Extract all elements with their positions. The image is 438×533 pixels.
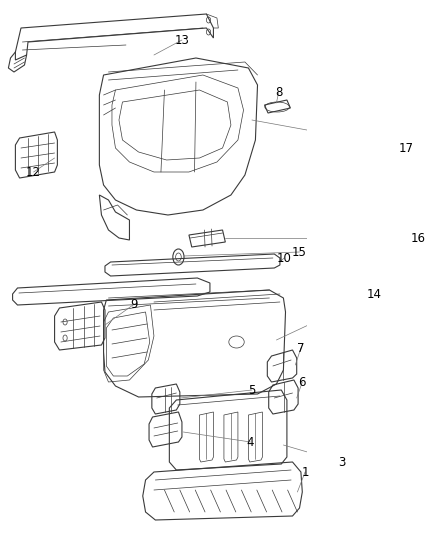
Text: 9: 9 [131, 297, 138, 311]
Text: 17: 17 [399, 141, 413, 155]
Text: 10: 10 [277, 252, 292, 264]
Text: 13: 13 [174, 34, 189, 46]
Text: 5: 5 [248, 384, 256, 397]
Text: 16: 16 [411, 231, 426, 245]
Text: 14: 14 [367, 287, 382, 301]
Text: 6: 6 [299, 376, 306, 389]
Text: 12: 12 [26, 166, 41, 179]
Text: 4: 4 [247, 435, 254, 448]
Text: 3: 3 [338, 456, 345, 469]
Text: 15: 15 [292, 246, 307, 259]
Text: 7: 7 [297, 342, 305, 354]
Text: 8: 8 [275, 86, 282, 100]
Text: 1: 1 [301, 465, 309, 479]
